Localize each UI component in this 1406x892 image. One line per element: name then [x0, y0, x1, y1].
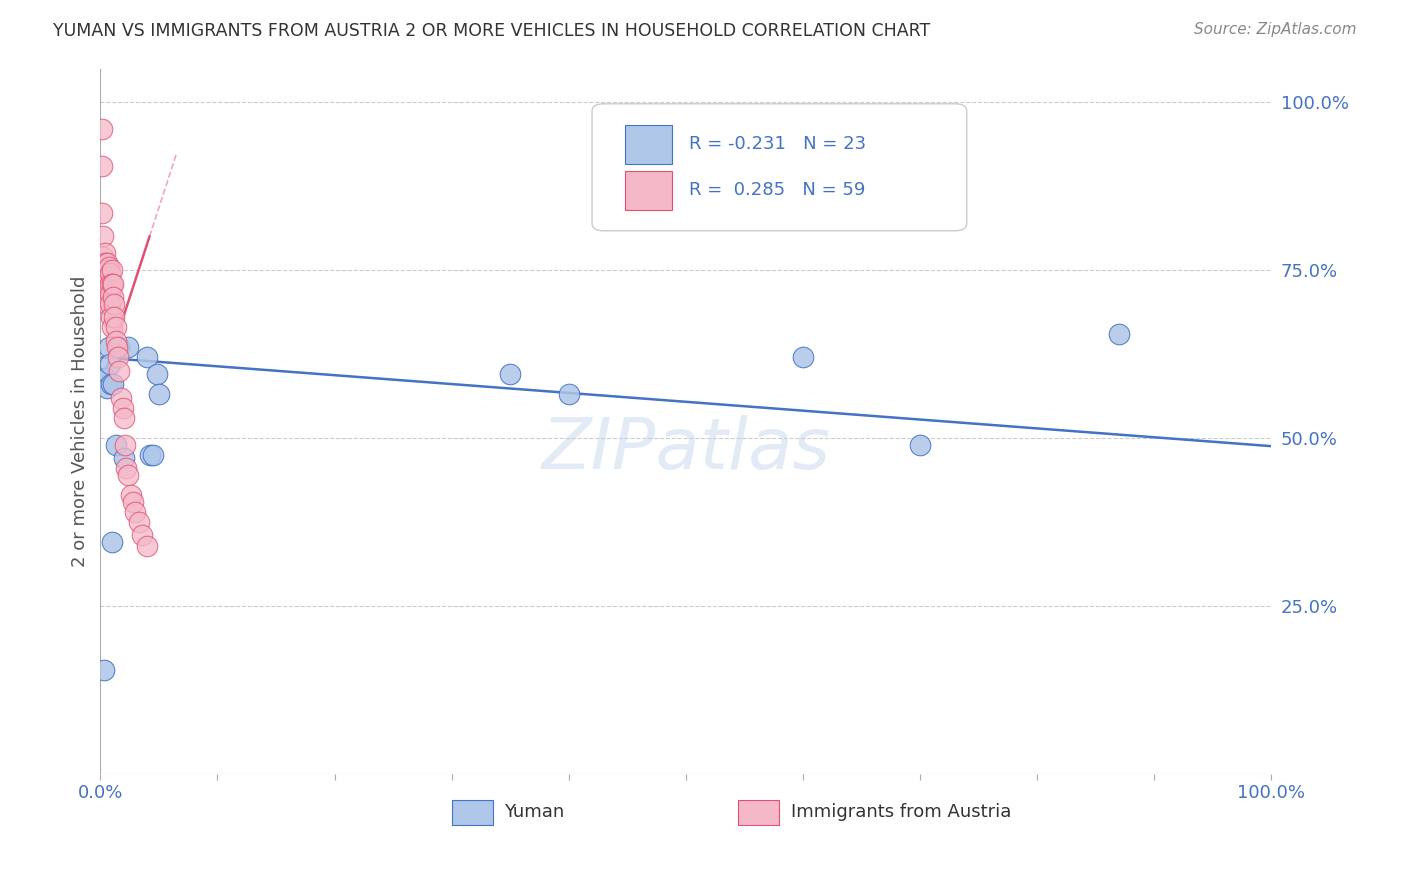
- Point: [101, 263, 124, 277]
- FancyBboxPatch shape: [624, 171, 672, 210]
- Point: [97, 340, 120, 354]
- Point: [104, 334, 127, 348]
- Point: [91, 250, 114, 264]
- Point: [96, 256, 118, 270]
- Point: [1108, 326, 1130, 341]
- Point: [93, 663, 115, 677]
- Point: [117, 468, 139, 483]
- Point: [103, 310, 125, 325]
- Point: [93, 273, 115, 287]
- Point: [103, 277, 125, 291]
- Text: ZIPatlas: ZIPatlas: [541, 415, 830, 484]
- Point: [148, 387, 170, 401]
- FancyBboxPatch shape: [624, 125, 672, 164]
- Point: [97, 269, 120, 284]
- Point: [94, 246, 117, 260]
- Point: [145, 368, 167, 382]
- Point: [108, 364, 131, 378]
- Text: Yuman: Yuman: [505, 803, 564, 822]
- Point: [128, 515, 150, 529]
- Point: [98, 267, 121, 281]
- Point: [124, 505, 146, 519]
- Point: [97, 260, 120, 274]
- Point: [136, 351, 159, 365]
- Point: [142, 448, 165, 462]
- Point: [115, 461, 138, 475]
- Point: [104, 438, 127, 452]
- Point: [96, 290, 118, 304]
- Point: [108, 340, 131, 354]
- Point: [98, 296, 121, 310]
- Point: [90, 206, 112, 220]
- Point: [111, 401, 134, 415]
- Point: [105, 340, 128, 354]
- Point: [100, 377, 122, 392]
- Point: [96, 273, 118, 287]
- Point: [101, 320, 124, 334]
- Point: [93, 263, 115, 277]
- Point: [103, 377, 125, 392]
- Point: [101, 277, 124, 291]
- FancyBboxPatch shape: [592, 103, 967, 231]
- Point: [103, 296, 125, 310]
- FancyBboxPatch shape: [451, 800, 492, 825]
- Point: [112, 411, 135, 425]
- Point: [90, 122, 112, 136]
- Point: [120, 488, 142, 502]
- Point: [93, 283, 115, 297]
- Point: [96, 277, 118, 291]
- Point: [91, 256, 114, 270]
- Point: [97, 293, 120, 308]
- Point: [94, 277, 117, 291]
- Point: [94, 370, 117, 384]
- Point: [94, 283, 117, 297]
- Point: [107, 351, 129, 365]
- Point: [91, 229, 114, 244]
- Point: [101, 535, 124, 549]
- Point: [110, 391, 132, 405]
- Point: [97, 280, 120, 294]
- FancyBboxPatch shape: [738, 800, 779, 825]
- Point: [91, 267, 114, 281]
- Text: Source: ZipAtlas.com: Source: ZipAtlas.com: [1194, 22, 1357, 37]
- Point: [96, 263, 118, 277]
- Point: [131, 528, 153, 542]
- Point: [98, 357, 121, 371]
- Point: [103, 290, 125, 304]
- Point: [499, 368, 522, 382]
- Point: [91, 277, 114, 291]
- Point: [557, 387, 579, 401]
- Point: [94, 260, 117, 274]
- Y-axis label: 2 or more Vehicles in Household: 2 or more Vehicles in Household: [72, 276, 89, 567]
- Text: Immigrants from Austria: Immigrants from Austria: [792, 803, 1011, 822]
- Point: [96, 256, 118, 270]
- Point: [98, 286, 121, 301]
- Point: [96, 370, 118, 384]
- Text: R =  0.285   N = 59: R = 0.285 N = 59: [689, 181, 866, 199]
- Point: [93, 256, 115, 270]
- Point: [117, 340, 139, 354]
- Point: [93, 290, 115, 304]
- Point: [96, 267, 118, 281]
- Point: [792, 351, 814, 365]
- Point: [96, 296, 118, 310]
- Point: [136, 539, 159, 553]
- Point: [122, 495, 145, 509]
- Point: [138, 448, 160, 462]
- Point: [100, 310, 122, 325]
- Point: [98, 277, 121, 291]
- Point: [96, 381, 118, 395]
- Point: [104, 320, 127, 334]
- Point: [112, 451, 135, 466]
- Point: [908, 438, 931, 452]
- Point: [96, 283, 118, 297]
- Point: [114, 438, 136, 452]
- Point: [90, 159, 112, 173]
- Text: R = -0.231   N = 23: R = -0.231 N = 23: [689, 136, 866, 153]
- Text: YUMAN VS IMMIGRANTS FROM AUSTRIA 2 OR MORE VEHICLES IN HOUSEHOLD CORRELATION CHA: YUMAN VS IMMIGRANTS FROM AUSTRIA 2 OR MO…: [53, 22, 931, 40]
